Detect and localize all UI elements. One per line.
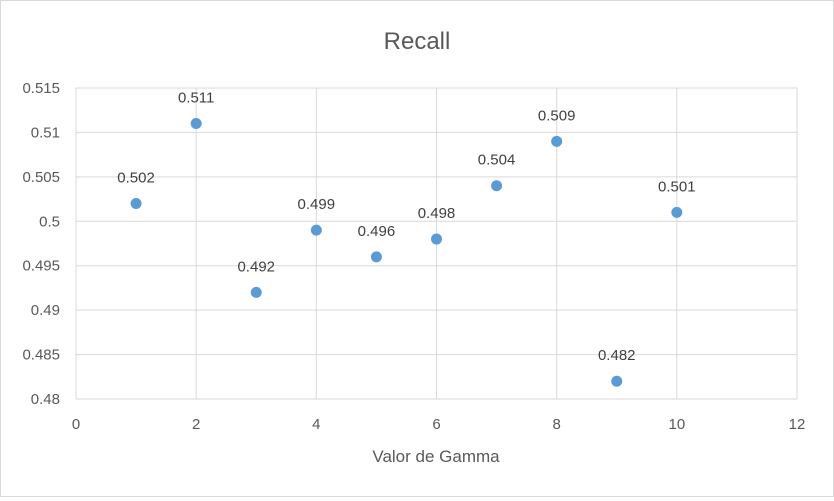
- x-tick-label: 0: [72, 416, 80, 433]
- y-tick-label: 0.51: [31, 124, 60, 141]
- x-tick-label: 2: [192, 416, 200, 433]
- data-label: 0.504: [478, 152, 516, 169]
- y-tick-label: 0.48: [31, 391, 60, 408]
- data-label: 0.496: [358, 223, 396, 240]
- y-tick-label: 0.495: [22, 258, 60, 275]
- data-point: [431, 233, 442, 245]
- data-label: 0.511: [178, 90, 214, 107]
- data-point: [130, 198, 142, 210]
- data-label: 0.492: [237, 258, 275, 275]
- data-labels: 0.502 0.511 0.492 0.499 0.496 0.498 0.504 0.509…: [117, 90, 695, 365]
- data-point: [190, 118, 202, 130]
- data-point: [551, 135, 563, 147]
- y-axis-ticks: 0.48 0.485 0.49 0.495 0.5 0.505 0.51 0.515: [22, 80, 60, 408]
- chart-title: Recall: [384, 28, 451, 55]
- data-points: [130, 118, 683, 387]
- x-axis-title: Valor de Gamma: [372, 447, 500, 466]
- data-label: 0.501: [658, 178, 696, 195]
- y-tick-label: 0.49: [31, 302, 60, 319]
- data-point: [370, 251, 382, 263]
- y-tick-label: 0.505: [22, 169, 60, 186]
- data-label: 0.499: [298, 196, 336, 213]
- data-point: [671, 206, 683, 218]
- data-point: [310, 224, 322, 236]
- data-point: [250, 286, 262, 298]
- data-label: 0.498: [418, 205, 456, 222]
- data-label: 0.509: [538, 107, 576, 124]
- x-tick-label: 8: [552, 416, 560, 433]
- data-label: 0.482: [598, 347, 636, 364]
- x-tick-label: 10: [668, 416, 685, 433]
- y-tick-label: 0.485: [22, 347, 60, 364]
- data-point: [491, 180, 503, 192]
- x-axis-ticks: 0 2 4 6 8 10 12: [72, 416, 806, 433]
- y-tick-label: 0.515: [22, 80, 60, 97]
- x-tick-label: 4: [312, 416, 320, 433]
- data-label: 0.502: [117, 170, 155, 187]
- gridlines: [75, 87, 798, 400]
- data-point: [611, 375, 623, 387]
- y-tick-label: 0.5: [39, 213, 60, 230]
- x-tick-label: 12: [789, 416, 806, 433]
- x-tick-label: 6: [432, 416, 440, 433]
